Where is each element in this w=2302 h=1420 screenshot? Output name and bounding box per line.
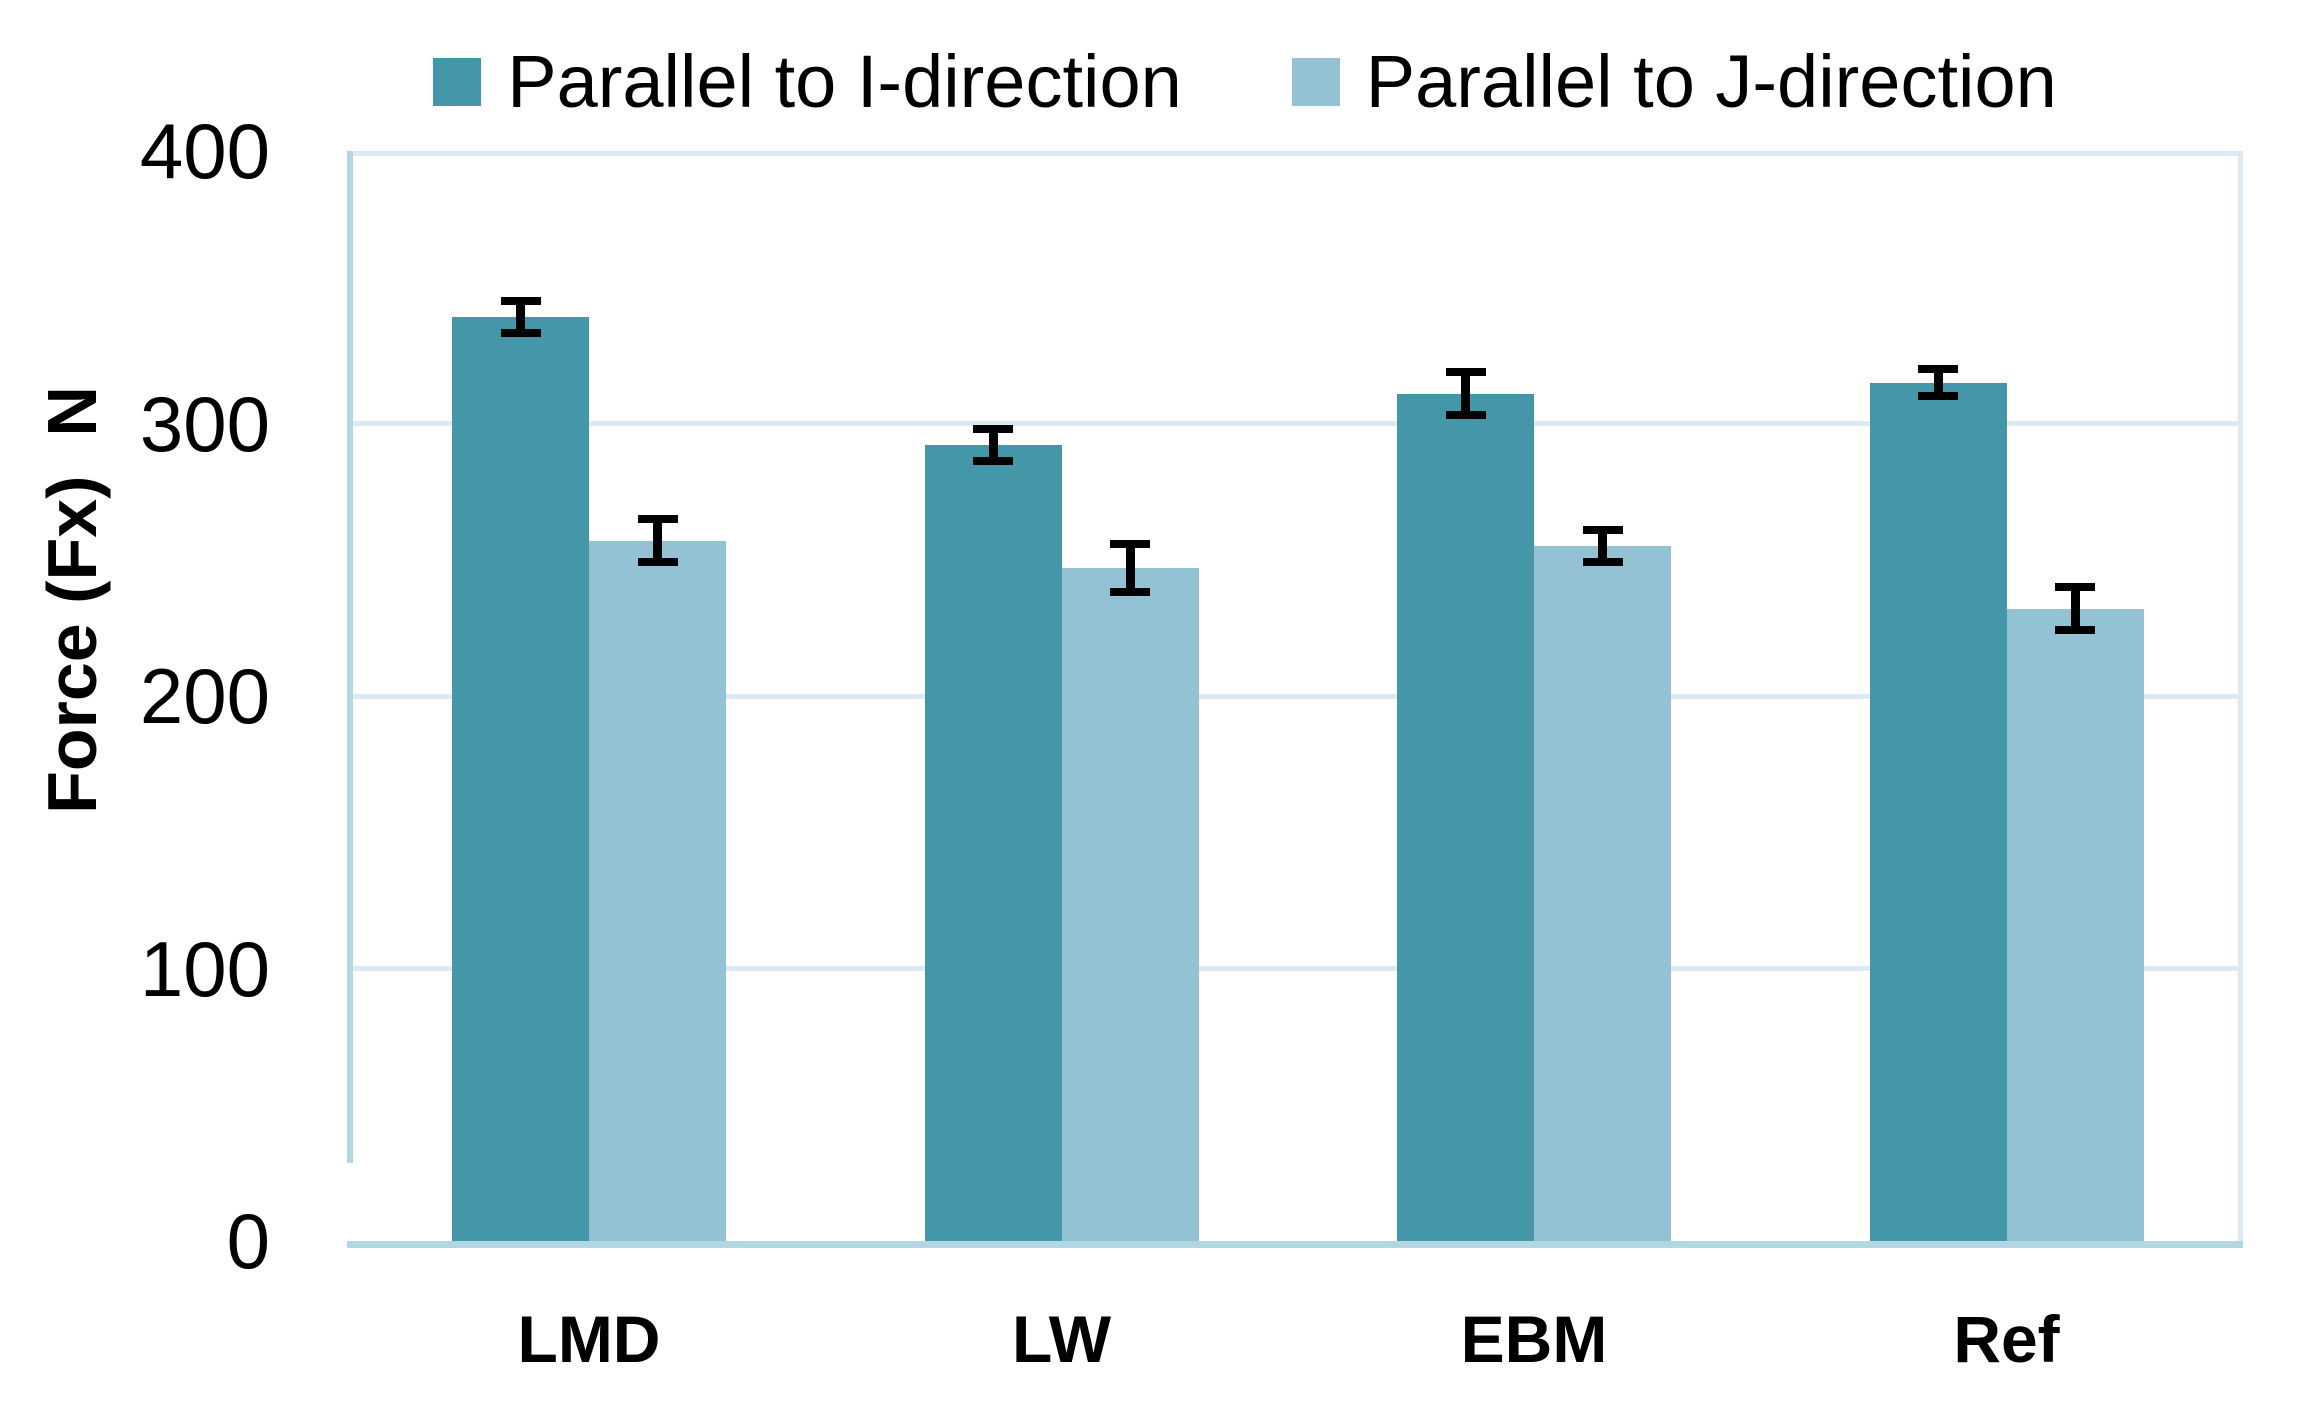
x-axis-label-ref: Ref [1953,1302,2060,1376]
bar-parallel-to-j-direction-ebm [1534,546,1672,1241]
error-bar-parallel-to-j-direction-ebm [1598,527,1608,566]
error-bar-cap-bottom-parallel-to-i-direction-lw [973,457,1014,466]
y-tick-label-0: 0 [226,1197,270,1285]
error-bar-cap-top-parallel-to-j-direction-ebm [1582,526,1623,535]
y-tick-label-100: 100 [139,924,270,1013]
error-bar-cap-top-parallel-to-i-direction-ref [1918,365,1959,374]
error-bar-cap-bottom-parallel-to-i-direction-ebm [1445,411,1486,420]
y-axis-line [347,151,353,1163]
y-tick-label-200: 200 [139,652,270,740]
y-tick-label-300: 300 [139,379,270,468]
gridline-100 [353,966,2243,971]
bar-parallel-to-j-direction-lmd [589,540,727,1241]
error-bar-parallel-to-i-direction-lw [988,426,998,465]
error-bar-parallel-to-i-direction-ebm [1461,369,1471,419]
y-tick-label-400: 400 [139,107,270,195]
error-bar-parallel-to-i-direction-ref [1933,366,1943,399]
error-bar-cap-bottom-parallel-to-i-direction-ref [1918,391,1959,400]
error-bar-cap-bottom-parallel-to-j-direction-lw [1110,588,1151,597]
error-bar-cap-bottom-parallel-to-i-direction-lmd [500,329,541,338]
legend-label-parallel-to-j-direction: Parallel to J-direction [1365,40,2057,123]
bar-parallel-to-i-direction-lmd [452,317,590,1241]
legend-swatch-parallel-to-j-direction [1291,58,1340,106]
error-bar-parallel-to-j-direction-lmd [653,516,663,566]
plot-area [347,151,2243,1248]
bar-parallel-to-i-direction-ebm [1397,393,1535,1241]
legend-label-parallel-to-i-direction: Parallel to I-direction [507,40,1182,123]
bar-parallel-to-j-direction-lw [1061,567,1199,1241]
x-axis-label-ebm: EBM [1460,1302,1608,1376]
chart-legend: Parallel to I-direction Parallel to J-dir… [300,30,2190,134]
error-bar-cap-bottom-parallel-to-j-direction-lmd [637,558,678,567]
error-bar-cap-bottom-parallel-to-j-direction-ref [2055,626,2096,635]
x-axis-label-lmd: LMD [517,1302,661,1376]
error-bar-cap-top-parallel-to-i-direction-lmd [500,297,541,306]
bar-parallel-to-j-direction-ref [2006,608,2144,1241]
plot-border-right [2238,151,2243,1241]
x-axis-line [347,1241,2243,1248]
error-bar-cap-top-parallel-to-j-direction-lmd [637,515,678,524]
legend-item-parallel-to-i-direction: Parallel to I-direction [433,45,1182,119]
bar-parallel-to-i-direction-lw [924,445,1062,1241]
error-bar-parallel-to-j-direction-ref [2070,584,2080,634]
error-bar-cap-top-parallel-to-i-direction-lw [973,425,1014,434]
error-bar-parallel-to-j-direction-lw [1125,540,1135,596]
gridline-300 [353,421,2243,426]
x-axis-label-lw: LW [1012,1302,1111,1376]
gridline-400 [353,151,2243,156]
error-bar-cap-bottom-parallel-to-j-direction-ebm [1582,558,1623,567]
error-bar-parallel-to-i-direction-lmd [516,298,526,337]
error-bar-cap-top-parallel-to-j-direction-ref [2055,583,2096,592]
error-bar-cap-top-parallel-to-i-direction-ebm [1445,368,1486,376]
error-bar-cap-top-parallel-to-j-direction-lw [1110,539,1151,548]
gridline-200 [353,693,2243,699]
legend-swatch-parallel-to-i-direction [433,58,482,106]
bar-parallel-to-i-direction-ref [1869,382,2007,1241]
legend-item-parallel-to-j-direction: Parallel to J-direction [1291,40,2057,123]
